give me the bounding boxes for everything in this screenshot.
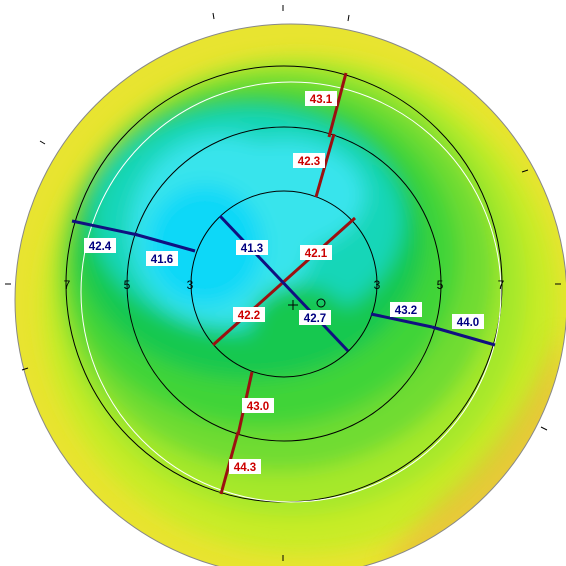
flat-value-5-right: 43.2	[395, 305, 417, 317]
outer-boundary	[14, 23, 566, 566]
steep-value-5-lower: 43.0	[247, 401, 269, 413]
flat-segment-5-left	[133, 232, 196, 253]
steep-value-3-upper: 42.1	[305, 248, 328, 260]
boundary-ticks	[5, 5, 561, 561]
flat-meridian	[71, 214, 496, 353]
ring-label-right-5: 5	[437, 278, 444, 292]
flat-labels: 42.4 41.6 41.3 42.7 43.2 44.0	[84, 238, 484, 329]
center-marker	[288, 300, 298, 310]
ring-label-right-7: 7	[498, 278, 505, 292]
zone-circle-3mm	[190, 190, 378, 378]
pupil-center-marker	[316, 298, 326, 308]
zone-circles	[65, 65, 503, 503]
flat-segment-7-right	[431, 325, 496, 347]
ring-label-left-5: 5	[124, 278, 131, 292]
steep-value-5-upper: 42.3	[298, 156, 320, 168]
flat-value-5-left: 41.6	[151, 254, 173, 266]
steep-segment-7-upper	[327, 72, 348, 138]
steep-value-7-lower: 44.3	[234, 462, 256, 474]
flat-value-3-lower: 42.7	[304, 313, 326, 325]
ring-label-left-3: 3	[187, 278, 194, 292]
steep-value-7-upper: 43.1	[310, 94, 333, 106]
steep-labels: 43.1 42.3 42.1 42.2 43.0 44.3	[229, 91, 337, 474]
ring-label-left-7: 7	[64, 278, 71, 292]
zone-circle-5mm	[126, 126, 442, 442]
steep-value-3-lower: 42.2	[238, 310, 260, 322]
pupil-ring	[80, 81, 502, 503]
flat-segment-5-right	[370, 312, 433, 329]
flat-value-7-left: 42.4	[89, 241, 112, 253]
ring-label-right-3: 3	[374, 278, 381, 292]
flat-segment-7-left	[71, 219, 139, 237]
flat-segment-3	[218, 214, 350, 353]
flat-value-3-upper: 41.3	[241, 243, 263, 255]
flat-value-7-right: 44.0	[457, 317, 479, 329]
